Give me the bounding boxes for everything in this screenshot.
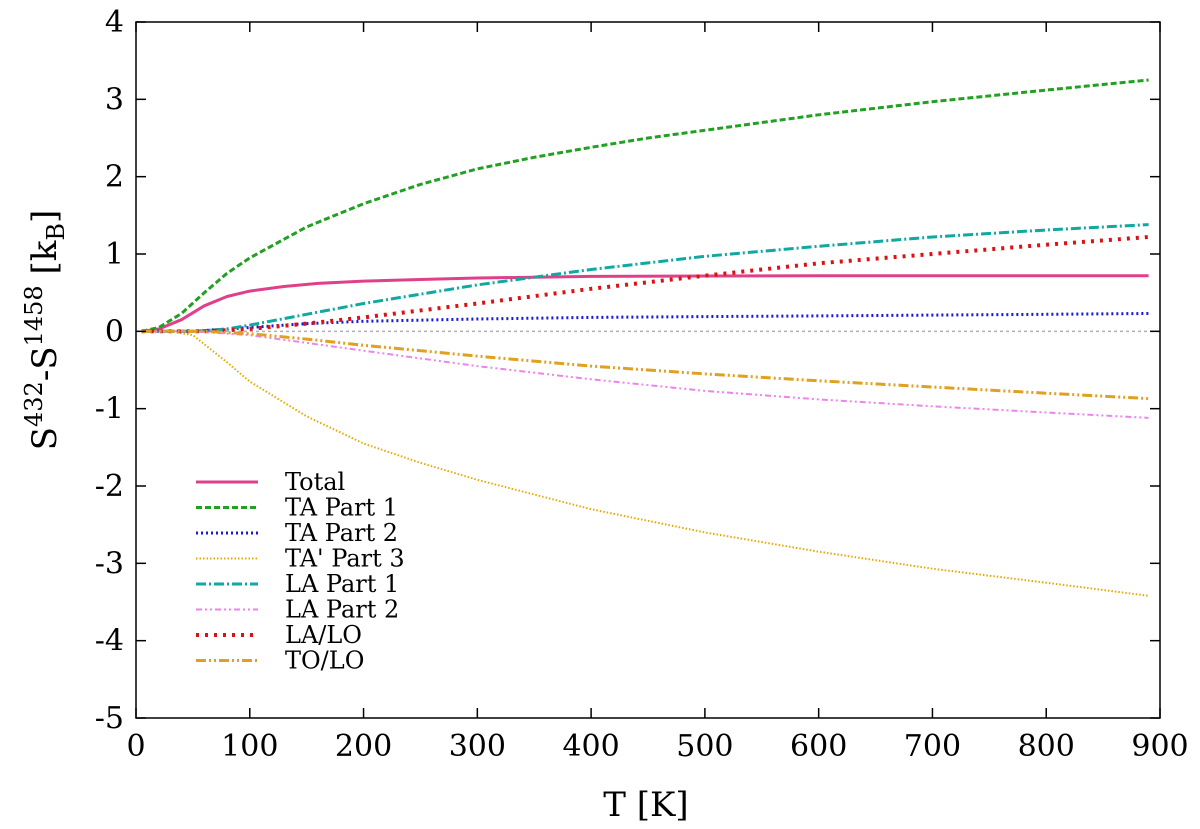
y-label-unit-open: [k xyxy=(25,240,65,285)
series-line-7 xyxy=(141,235,1149,334)
legend-label-8: TO/LO xyxy=(285,647,364,675)
y-tick-label: -5 xyxy=(95,701,124,736)
x-tick-label: 100 xyxy=(221,729,278,764)
x-axis-label: T [K] xyxy=(603,785,688,825)
legend-label-5: LA Part 1 xyxy=(285,570,399,598)
y-tick-label: -2 xyxy=(95,469,124,504)
x-tick-label: 500 xyxy=(676,729,733,764)
y-tick-label: 2 xyxy=(105,160,124,195)
y-axis-label: S432-S1458 [kB] xyxy=(20,210,70,451)
y-tick-label: 1 xyxy=(105,237,124,272)
series-line-8 xyxy=(141,329,1149,401)
y-tick-label: -4 xyxy=(95,624,124,659)
series-line-5 xyxy=(141,223,1149,333)
plot-frame xyxy=(135,21,1161,719)
y-label-unit-sub: B xyxy=(42,223,70,241)
y-label-sup1: 432 xyxy=(20,381,48,427)
y-label-base: S xyxy=(25,427,65,450)
x-tick-label: 300 xyxy=(449,729,506,764)
x-tick-label: 0 xyxy=(126,729,145,764)
legend-label-6: LA Part 2 xyxy=(285,596,399,624)
y-tick-label: 0 xyxy=(105,314,124,349)
legend-label-1: Total xyxy=(285,468,345,496)
y-label-unit-close: ] xyxy=(25,210,65,223)
series-line-2 xyxy=(141,78,1149,333)
series-line-6 xyxy=(141,330,1149,419)
y-tick-label: -1 xyxy=(95,392,124,427)
x-tick-label: 700 xyxy=(904,729,961,764)
series-line-3 xyxy=(141,312,1149,333)
x-tick-label: 800 xyxy=(1018,729,1075,764)
legend-label-3: TA Part 2 xyxy=(285,519,398,547)
legend-label-2: TA Part 1 xyxy=(285,494,398,522)
x-tick-label: 900 xyxy=(1131,729,1188,764)
x-tick-label: 600 xyxy=(790,729,847,764)
y-tick-label: -3 xyxy=(95,546,124,581)
y-label-dash: -S xyxy=(25,346,65,381)
legend-label-7: LA/LO xyxy=(285,621,362,649)
series-line-1 xyxy=(141,274,1149,333)
x-tick-label: 200 xyxy=(335,729,392,764)
y-tick-label: 4 xyxy=(105,5,124,40)
legend-label-4: TA' Part 3 xyxy=(285,545,405,573)
x-tick-label: 400 xyxy=(562,729,619,764)
y-label-sup2: 1458 xyxy=(20,285,48,346)
y-tick-label: 3 xyxy=(105,82,124,117)
